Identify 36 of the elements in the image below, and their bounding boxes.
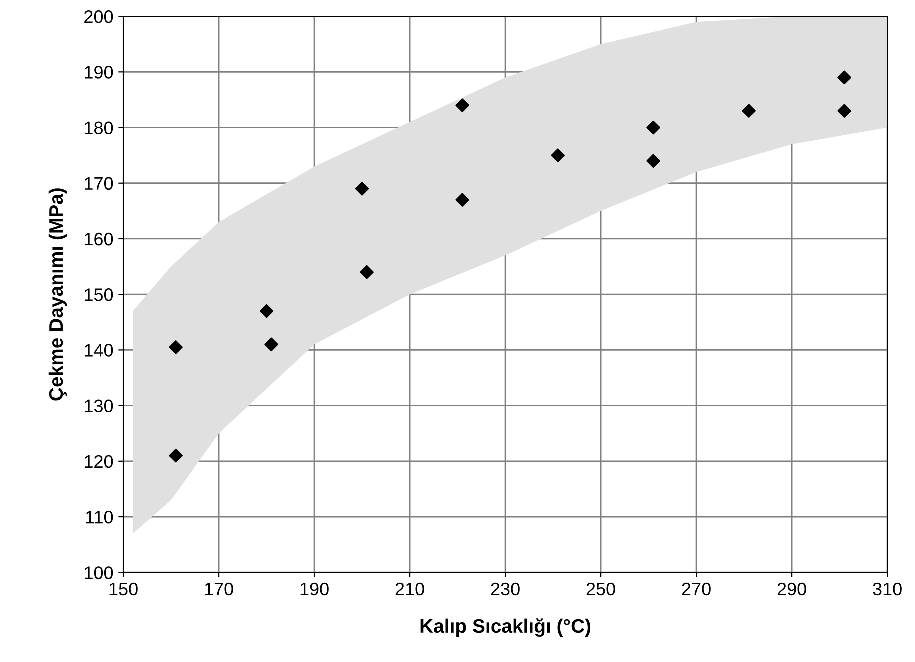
y-tick-label: 130: [85, 400, 114, 413]
point: [360, 265, 374, 280]
y-tick-label: 180: [85, 122, 114, 134]
x-tick-label: 190: [300, 582, 329, 596]
y-tick-label: 140: [85, 344, 114, 357]
x-tick-label: 150: [110, 582, 138, 596]
point: [260, 304, 274, 318]
y-tick-label: 150: [85, 288, 114, 302]
y-tick-label: 190: [85, 66, 114, 79]
y-tick-label: 160: [85, 232, 114, 246]
x-tick-label: 230: [491, 582, 520, 596]
y-tick-label: 120: [85, 455, 114, 468]
point: [169, 448, 183, 463]
point: [551, 148, 565, 162]
y-tick-label: 170: [85, 177, 114, 190]
y-axis-title: Çekme Dayanımı (MPa): [48, 188, 68, 401]
point: [264, 338, 278, 352]
x-tick-label: 310: [873, 582, 902, 596]
x-tick-label: 210: [396, 582, 424, 596]
y-tick-label: 110: [86, 510, 114, 524]
point: [169, 340, 183, 354]
point: [838, 104, 852, 118]
point: [646, 154, 660, 168]
point: [355, 182, 370, 196]
x-tick-label: 270: [682, 582, 711, 596]
point: [646, 120, 660, 135]
point: [456, 98, 470, 112]
y-tick-label: 200: [84, 10, 114, 24]
point: [742, 104, 756, 118]
x-tick-label: 290: [778, 582, 806, 596]
x-tick-label: 170: [205, 582, 234, 596]
y-tick-label: 100: [85, 566, 114, 580]
x-tick-label: 250: [586, 582, 616, 596]
point: [838, 70, 852, 85]
x-axis-title: Kalıp Sıcaklığı (°C): [420, 618, 591, 638]
point: [456, 193, 470, 207]
